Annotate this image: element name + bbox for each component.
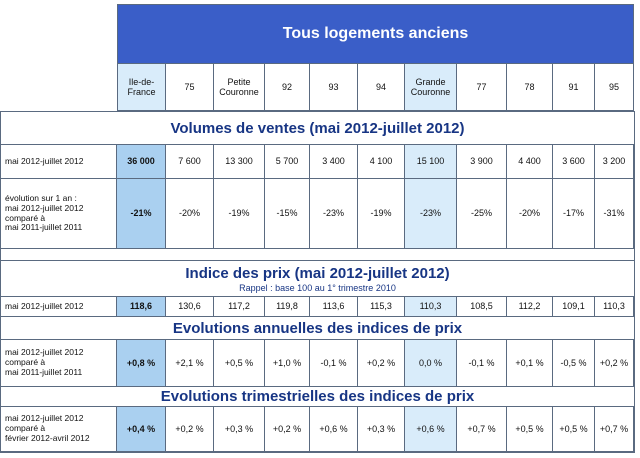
table-cell: +0,2 % [166, 407, 214, 452]
row-label: mai 2012-juillet 2012 [1, 297, 117, 317]
row-label: mai 2012-juillet 2012 comparé à mai 2011… [1, 340, 117, 387]
table-cell: +1,0 % [265, 340, 310, 387]
table-cell: -19% [358, 179, 405, 249]
section-subtitle: Rappel : base 100 au 1° trimestre 2010 [239, 282, 396, 293]
column-header: 93 [310, 64, 358, 111]
column-header: 92 [265, 64, 310, 111]
column-header: 91 [553, 64, 595, 111]
table-cell: +0,6 % [310, 407, 358, 452]
table-cell: +0,3 % [358, 407, 405, 452]
table-cell: 110,3 [405, 297, 457, 317]
table-cell: 4 400 [507, 145, 553, 179]
table-cell: 113,6 [310, 297, 358, 317]
banner-title: Tous logements anciens [117, 4, 634, 64]
table-cell: -25% [457, 179, 507, 249]
section-heading: Volumes de ventes (mai 2012-juillet 2012… [170, 119, 465, 137]
table-cell: -23% [405, 179, 457, 249]
section-title: Evolutions trimestrielles des indices de… [1, 387, 634, 407]
table-cell: +0,1 % [507, 340, 553, 387]
table-cell: -17% [553, 179, 595, 249]
table-cell: +0,3 % [214, 407, 265, 452]
column-header: Petite Couronne [214, 64, 265, 111]
table-cell: 4 100 [358, 145, 405, 179]
column-header: Grande Couronne [405, 64, 457, 111]
table-cell: 117,2 [214, 297, 265, 317]
table-cell: 3 400 [310, 145, 358, 179]
table-cell: +0,5 % [214, 340, 265, 387]
column-header: 75 [166, 64, 214, 111]
table-cell: 110,3 [595, 297, 634, 317]
table-cell: 3 900 [457, 145, 507, 179]
section-title: Volumes de ventes (mai 2012-juillet 2012… [1, 111, 634, 145]
section-heading: Evolutions annuelles des indices de prix [172, 319, 463, 337]
table-cell: +0,2 % [595, 340, 634, 387]
column-header: 77 [457, 64, 507, 111]
table-cell: +0,4 % [117, 407, 166, 452]
table-cell: +0,6 % [405, 407, 457, 452]
table-cell: 108,5 [457, 297, 507, 317]
table-cell: -21% [117, 179, 166, 249]
table-cell: -0,1 % [457, 340, 507, 387]
section-spacer [1, 249, 634, 260]
section-heading: Evolutions trimestrielles des indices de… [160, 388, 475, 405]
column-header: 94 [358, 64, 405, 111]
table-cell: 112,2 [507, 297, 553, 317]
column-header: 78 [507, 64, 553, 111]
row-label: mai 2012-juillet 2012 [1, 145, 117, 179]
table-cell: +2,1 % [166, 340, 214, 387]
table-cell: 0,0 % [405, 340, 457, 387]
table-cell: 119,8 [265, 297, 310, 317]
table-cell: +0,7 % [457, 407, 507, 452]
table-cell: +0,2 % [358, 340, 405, 387]
table-cell: 5 700 [265, 145, 310, 179]
section-heading: Indice des prix (mai 2012-juillet 2012) [185, 264, 450, 282]
table-cell: 15 100 [405, 145, 457, 179]
table-cell: -20% [507, 179, 553, 249]
column-header: 95 [595, 64, 634, 111]
table-cell: +0,5 % [507, 407, 553, 452]
table-cell: 130,6 [166, 297, 214, 317]
table-cell: -0,1 % [310, 340, 358, 387]
table-cell: -15% [265, 179, 310, 249]
table-cell: -19% [214, 179, 265, 249]
table-cell: +0,5 % [553, 407, 595, 452]
table-cell: +0,7 % [595, 407, 634, 452]
row-label: évolution sur 1 an : mai 2012-juillet 20… [1, 179, 117, 249]
table-cell: 109,1 [553, 297, 595, 317]
table-cell: 3 600 [553, 145, 595, 179]
column-header: Ile-de- France [117, 64, 166, 111]
table-cell: +0,8 % [117, 340, 166, 387]
table-cell: 36 000 [117, 145, 166, 179]
table-cell: -23% [310, 179, 358, 249]
table-cell: 7 600 [166, 145, 214, 179]
table-cell: 13 300 [214, 145, 265, 179]
table-cell: 3 200 [595, 145, 634, 179]
table-cell: 118,6 [117, 297, 166, 317]
table-cell: -0,5 % [553, 340, 595, 387]
row-label: mai 2012-juillet 2012 comparé à février … [1, 407, 117, 452]
table-cell: 115,3 [358, 297, 405, 317]
table-cell: -20% [166, 179, 214, 249]
table-cell: -31% [595, 179, 634, 249]
table-cell: +0,2 % [265, 407, 310, 452]
section-title: Evolutions annuelles des indices de prix [1, 317, 634, 340]
section-title: Indice des prix (mai 2012-juillet 2012) R… [1, 260, 634, 297]
